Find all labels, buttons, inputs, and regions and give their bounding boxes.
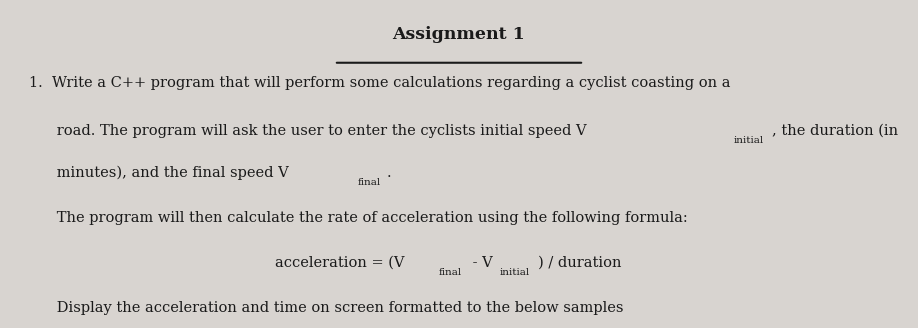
Text: , the duration (in: , the duration (in: [772, 124, 899, 138]
Text: initial: initial: [734, 136, 765, 145]
Text: .: .: [386, 166, 391, 180]
Text: final: final: [439, 268, 462, 277]
Text: Assignment 1: Assignment 1: [393, 26, 525, 43]
Text: Display the acceleration and time on screen formatted to the below samples: Display the acceleration and time on scr…: [29, 300, 623, 315]
Text: ) / duration: ) / duration: [538, 256, 621, 270]
Text: 1.  Write a C++ program that will perform some calculations regarding a cyclist : 1. Write a C++ program that will perform…: [29, 76, 731, 90]
Text: - V: - V: [468, 256, 493, 270]
Text: The program will then calculate the rate of acceleration using the following for: The program will then calculate the rate…: [29, 211, 688, 225]
Text: final: final: [357, 178, 381, 187]
Text: minutes), and the final speed V: minutes), and the final speed V: [29, 166, 289, 180]
Text: road. The program will ask the user to enter the cyclists initial speed V: road. The program will ask the user to e…: [29, 124, 587, 138]
Text: acceleration = (V: acceleration = (V: [274, 256, 404, 270]
Text: initial: initial: [499, 268, 530, 277]
